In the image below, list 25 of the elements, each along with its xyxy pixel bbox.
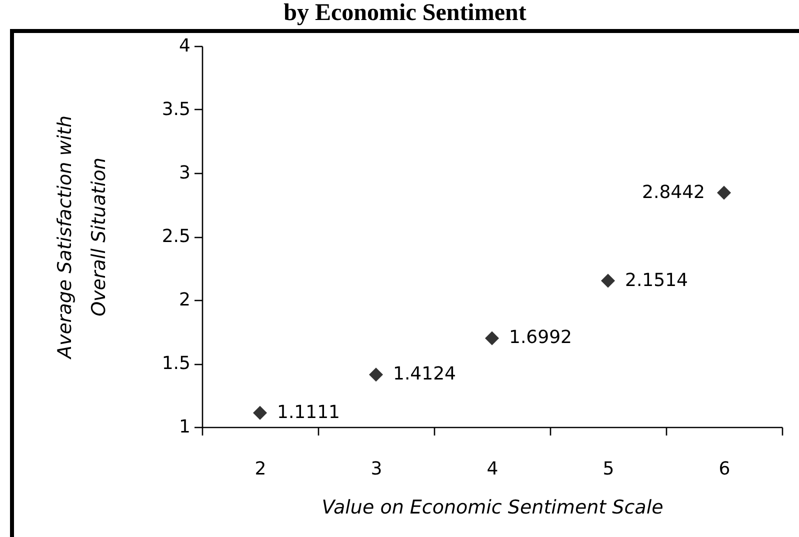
y-tick-label: 3.5 bbox=[162, 99, 190, 120]
data-label: 2.8442 bbox=[642, 182, 705, 203]
y-tick-label: 2.5 bbox=[162, 226, 190, 247]
x-tick-label: 6 bbox=[718, 458, 730, 480]
point bbox=[369, 368, 383, 382]
y-tick-label: 2 bbox=[179, 290, 190, 310]
y-tick-label: 1.5 bbox=[162, 353, 190, 374]
y-tick-label: 4 bbox=[179, 36, 190, 56]
data-label: 1.6992 bbox=[509, 327, 572, 348]
data-label: 2.1514 bbox=[625, 270, 688, 291]
x-tick-label: 2 bbox=[254, 458, 266, 480]
chart-title: by Economic Sentiment bbox=[284, 0, 526, 26]
data-label: 1.4124 bbox=[393, 364, 456, 385]
y-tick-label: 1 bbox=[179, 416, 190, 438]
y-tick-label: 3 bbox=[179, 162, 190, 184]
point bbox=[485, 331, 499, 346]
point bbox=[253, 406, 267, 420]
x-axis-title: Value on Economic Sentiment Scale bbox=[322, 496, 664, 518]
x-tick-label: 4 bbox=[486, 458, 498, 480]
data-label: 1.1111 bbox=[277, 402, 340, 423]
point bbox=[601, 274, 615, 288]
x-tick-label: 5 bbox=[602, 458, 614, 480]
x-tick-label: 3 bbox=[370, 458, 382, 480]
point bbox=[717, 186, 731, 200]
y-axis-title: Average Satisfaction with Overall Situation bbox=[54, 115, 110, 361]
